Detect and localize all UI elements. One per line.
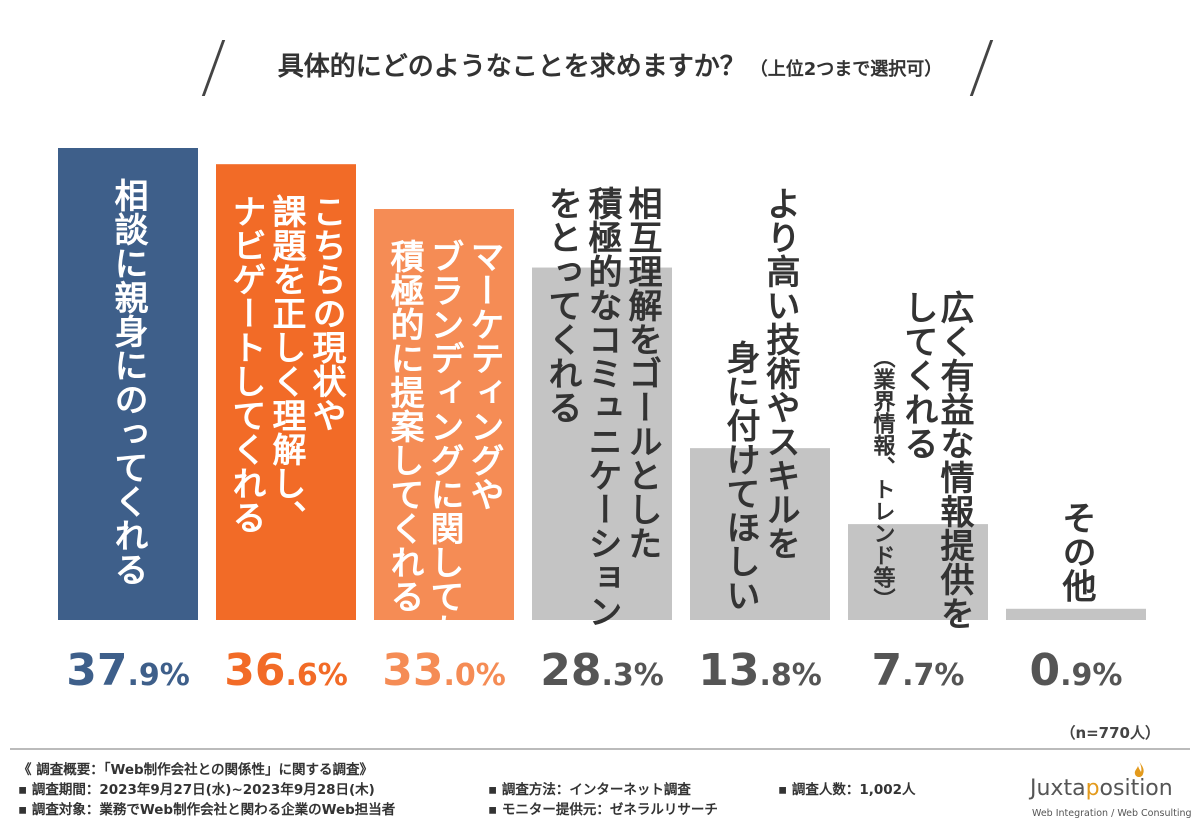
- bar-label-3-line-3: 積極的に提案してくれる: [384, 239, 424, 613]
- survey-method: ▪ 調査方法：インターネット調査: [488, 782, 691, 798]
- bar-2: [216, 164, 356, 620]
- value-label-3: 33.0%: [382, 645, 506, 696]
- survey-monitor: ▪ モニター提供元：ゼネラルリサーチ: [488, 802, 718, 818]
- bar-label-2-line-2: 課題を正しく理解し、: [266, 193, 306, 534]
- value-label-2: 36.6%: [224, 645, 348, 696]
- bar-label-4-line-2: 積極的なコミュニケーション: [582, 186, 622, 628]
- logo-wordmark: Juxtaposition: [1030, 776, 1173, 801]
- bar-label-5-line-1: より高い技術やスキルを: [760, 186, 801, 560]
- footer-divider: [10, 748, 1190, 750]
- bar-label-3-line-1: マーケティングや: [464, 239, 504, 511]
- value-label-5: 13.8%: [698, 645, 822, 696]
- survey-overview: 《 調査概要：「Web制作会社との関係性」に関する調査》 ▪ 調査期間：2023…: [18, 758, 1018, 828]
- bar-label-6-line-2: してくれる: [898, 290, 938, 460]
- bar-1: [58, 148, 198, 620]
- value-label-6: 7.7%: [872, 645, 965, 696]
- flame-icon: [1134, 761, 1144, 777]
- bar-label-5-line-2: 身に付けてほしい: [720, 340, 760, 612]
- bar-label-1-line-1: 相談に親身にのってくれる: [108, 178, 148, 586]
- company-logo: Juxtaposition Web Integration / Web Cons…: [1030, 760, 1192, 826]
- value-label-4: 28.3%: [540, 645, 664, 696]
- survey-overview-title: 《 調査概要：「Web制作会社との関係性」に関する調査》: [18, 762, 374, 778]
- survey-period: ▪ 調査期間：2023年9月27日(水)~2023年9月28日(木): [18, 782, 375, 798]
- bar-label-6-line-1: 広く有益な情報提供を: [934, 290, 975, 630]
- bar-7: [1006, 608, 1146, 620]
- bar-label-6-line-3: （業界情報、トレンド等）: [870, 346, 896, 610]
- sample-size-label: （n=770人）: [1060, 724, 1160, 742]
- chart-title-sub: （上位2つまで選択可）: [749, 59, 943, 80]
- bar-label-4-line-3: をとってくれる: [542, 186, 582, 424]
- bar-5: [690, 448, 830, 620]
- bar-label-3-line-2: ブランディングに関しても: [424, 239, 464, 647]
- bar-label-2-line-1: こちらの現状や: [306, 194, 346, 432]
- chart-title-area: 具体的にどのようなことを求めますか？ （上位2つまで選択可）: [0, 40, 1200, 110]
- bar-4: [532, 267, 672, 620]
- bar-chart: 相談に親身にのってくれる 37.9% こちらの現状や課題を正しく理解し、ナビゲートし…: [58, 148, 1146, 696]
- value-label-1: 37.9%: [66, 645, 190, 696]
- bar-label-7-line-1: その他: [1056, 501, 1097, 603]
- value-label-7: 0.9%: [1030, 645, 1123, 696]
- chart-title: 具体的にどのようなことを求めますか？ （上位2つまで選択可）: [250, 46, 970, 94]
- bar-6: [848, 524, 988, 620]
- bar-label-4-line-1: 相互理解をゴールとした: [622, 186, 662, 560]
- logo-tagline: Web Integration / Web Consulting: [1032, 808, 1192, 819]
- chart-title-main: 具体的にどのようなことを求めますか？: [277, 52, 746, 82]
- survey-target: ▪ 調査対象：業務でWeb制作会社と関わる企業のWeb担当者: [18, 802, 396, 818]
- bar-label-2-line-3: ナビゲートしてくれる: [226, 194, 266, 534]
- survey-count: ▪ 調査人数：1,002人: [778, 782, 916, 798]
- bar-3: [374, 209, 514, 620]
